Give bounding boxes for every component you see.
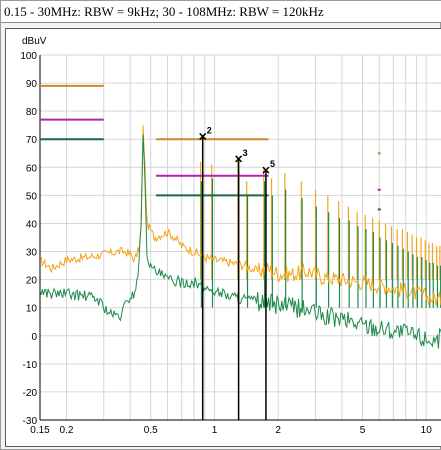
marker-cross-icon	[262, 166, 270, 174]
marker-label: 5	[270, 159, 275, 169]
y-tick-label: 90	[26, 79, 38, 90]
y-tick-label: -20	[23, 388, 38, 399]
plot-area: 100 90 80 70 60 50 40 30 20 10 0 -10 -20 -30 dBuV 0.15 0…	[5, 28, 441, 447]
chart-title: 0.15 - 30MHz: RBW = 9kHz; 30 - 108MHz: R…	[4, 4, 324, 19]
trace-average	[40, 134, 441, 349]
y-tick-label: 10	[26, 304, 38, 315]
x-tick-label: 5	[360, 425, 366, 436]
y-tick-label: 30	[26, 248, 38, 259]
x-tick-label: 0.5	[144, 425, 158, 436]
x-tick-label: 0.2	[60, 425, 74, 436]
x-tick-label: 1	[212, 425, 218, 436]
y-tick-label: -10	[23, 360, 38, 371]
marker-label: 2	[207, 125, 212, 135]
y-tick-label: 40	[26, 219, 38, 230]
marker-label: 3	[243, 148, 248, 158]
marker-cross-icon	[199, 132, 207, 140]
chart-header: 0.15 - 30MHz: RBW = 9kHz; 30 - 108MHz: R…	[1, 1, 441, 23]
y-tick-label: 60	[26, 163, 38, 174]
y-tick-label: 80	[26, 107, 38, 118]
marker-cross-icon	[235, 155, 243, 163]
traces-group	[40, 125, 441, 349]
x-tick-label: 0.15	[30, 425, 50, 436]
y-tick-label: 70	[26, 135, 38, 146]
y-tick-label: 100	[20, 51, 37, 62]
y-tick-label: -30	[23, 416, 38, 427]
x-tick-label: 10	[421, 425, 433, 436]
y-tick-label: 20	[26, 276, 38, 287]
y-tick-label: 50	[26, 191, 38, 202]
x-tick-label: 2	[275, 425, 281, 436]
y-axis-label: dBuV	[22, 36, 47, 47]
trace-quasi-peak	[40, 125, 441, 306]
y-tick-label: 0	[31, 332, 37, 343]
